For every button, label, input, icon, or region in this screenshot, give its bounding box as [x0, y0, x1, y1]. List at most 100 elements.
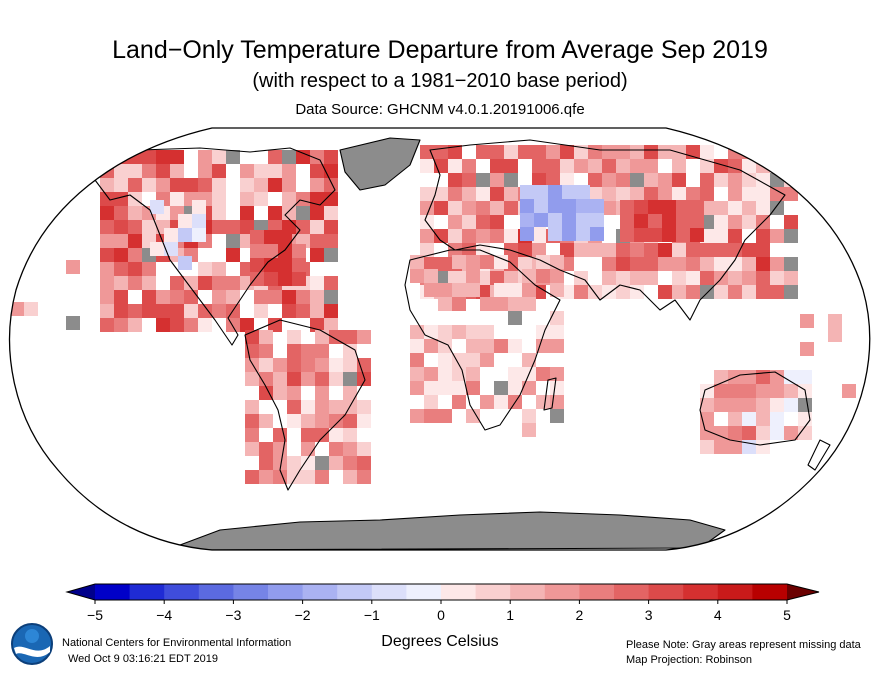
grid-cell: [410, 409, 424, 423]
grid-cell: [700, 243, 714, 257]
grid-cell: [756, 201, 770, 215]
grid-cell: [410, 381, 424, 395]
grid-cell: [357, 330, 371, 344]
grid-cell: [273, 470, 287, 484]
grid-cell: [343, 386, 357, 400]
grid-cell: [662, 228, 676, 242]
grid-cell: [662, 214, 676, 228]
grid-cell: [672, 173, 686, 187]
grid-cell: [254, 192, 268, 206]
grid-cell: [546, 145, 560, 159]
grid-cell: [142, 220, 156, 234]
greenland-outline: [339, 137, 421, 191]
grid-cell: [128, 178, 142, 192]
grid-cell: [198, 150, 212, 164]
grid-cell: [728, 187, 742, 201]
grid-cell: [476, 229, 490, 243]
grid-cell: [616, 285, 630, 299]
grid-cell: [329, 456, 343, 470]
grid-cell: [700, 398, 714, 412]
grid-cell: [462, 187, 476, 201]
grid-cell: [576, 213, 590, 227]
grid-cell: [343, 442, 357, 456]
grid-cell: [452, 353, 466, 367]
grid-cell: [532, 173, 546, 187]
grid-cell: [448, 145, 462, 159]
grid-cell: [357, 358, 371, 372]
grid-cell: [452, 255, 466, 269]
grid-cell: [480, 297, 494, 311]
grid-cell: [728, 412, 742, 426]
grid-cell: [742, 412, 756, 426]
grid-cell: [560, 145, 574, 159]
grid-cell: [410, 367, 424, 381]
grid-cell: [452, 283, 466, 297]
grid-cell: [520, 199, 534, 213]
eurasia-outline: [424, 139, 786, 321]
grid-cell: [536, 269, 550, 283]
grid-cell: [714, 173, 728, 187]
grid-cell: [178, 256, 192, 270]
colorbar-segment: [302, 584, 338, 600]
map-interior: [9, 128, 870, 550]
grid-cell: [142, 150, 156, 164]
grid-cell: [616, 257, 630, 271]
grid-cell: [250, 272, 264, 286]
landmasses: [94, 137, 831, 550]
grid-cell: [114, 290, 128, 304]
colorbar: −5 −4 −3 −2 −1 0 1 2 3 4 5: [65, 583, 820, 623]
grid-cell: [616, 187, 630, 201]
grid-cell: [508, 367, 522, 381]
grid-cell: [170, 150, 184, 164]
colorbar-segment: [406, 584, 442, 600]
grid-cell: [315, 358, 329, 372]
colorbar-ticks: −5 −4 −3 −2 −1 0 1 2 3 4 5: [87, 600, 791, 623]
grid-cell: [620, 200, 634, 214]
grid-cell: [259, 344, 273, 358]
grid-cell: [264, 258, 278, 272]
grid-cell: [114, 248, 128, 262]
grid-cell: [178, 228, 192, 242]
grid-cell: [508, 381, 522, 395]
grid-cell: [142, 178, 156, 192]
grid-cell: [504, 187, 518, 201]
grid-cell: [424, 283, 438, 297]
colorbar-tick-label: 5: [783, 607, 791, 623]
grid-cell: [287, 344, 301, 358]
grid-cell: [324, 234, 338, 248]
grid-cell: [100, 178, 114, 192]
antarctica-outline: [179, 511, 726, 550]
grid-cell: [714, 398, 728, 412]
grid-cell: [686, 187, 700, 201]
grid-cell: [150, 200, 164, 214]
grid-cell: [714, 201, 728, 215]
grid-cell: [770, 257, 784, 271]
grid-cell: [504, 145, 518, 159]
grid-cell: [742, 398, 756, 412]
grid-cell: [287, 372, 301, 386]
grid-cell: [438, 381, 452, 395]
grid-cell: [756, 187, 770, 201]
colorbar-tick-label: −2: [295, 607, 311, 623]
grid-cell: [490, 145, 504, 159]
grid-cell: [494, 255, 508, 269]
grid-cell: [536, 367, 550, 381]
grid-cell: [588, 159, 602, 173]
grid-cell: [644, 257, 658, 271]
grid-cell: [590, 213, 604, 227]
grid-cell: [240, 318, 254, 332]
grid-cell: [504, 229, 518, 243]
grid-cell: [494, 339, 508, 353]
colorbar-segment: [129, 584, 165, 600]
grid-cell: [250, 258, 264, 272]
grid-cell: [310, 304, 324, 318]
grid-cell: [536, 339, 550, 353]
grid-cell: [508, 339, 522, 353]
grid-cell: [212, 206, 226, 220]
grid-cell: [476, 201, 490, 215]
grid-cell: [310, 206, 324, 220]
grid-cell: [536, 325, 550, 339]
colorbar-tick-label: 2: [576, 607, 584, 623]
grid-cell: [184, 304, 198, 318]
grid-cell: [324, 318, 338, 332]
